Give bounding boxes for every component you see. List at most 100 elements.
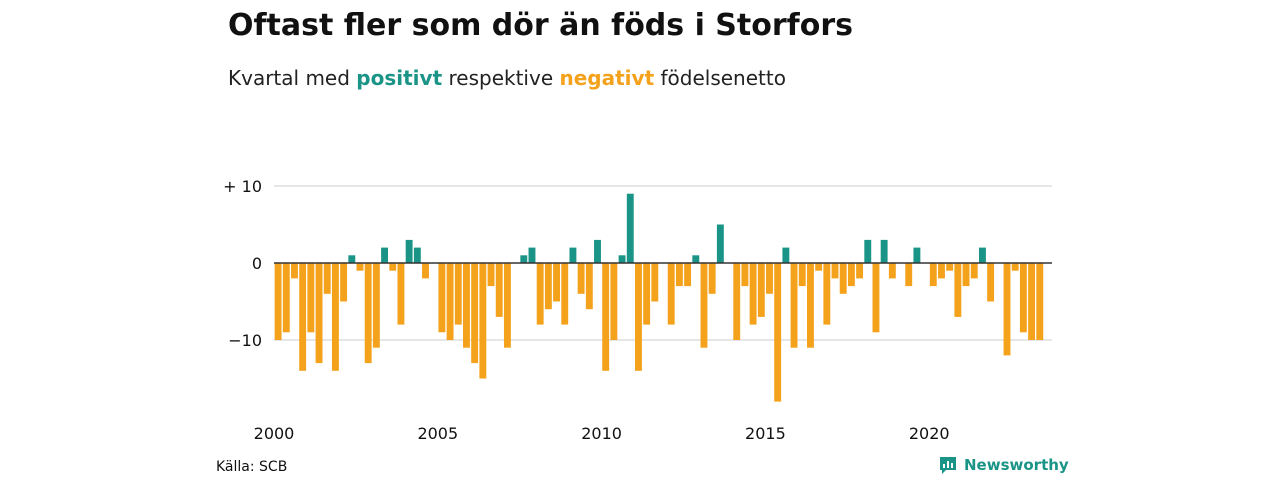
bar-q40 — [594, 239, 601, 263]
bar-q41 — [602, 263, 610, 371]
x-tick-label: 2020 — [909, 424, 950, 443]
bar-q54 — [708, 263, 716, 294]
bar-q52 — [692, 255, 700, 263]
bar-q10 — [348, 255, 356, 263]
newsworthy-logo-icon — [940, 457, 956, 474]
bar-q58 — [741, 263, 749, 287]
bar-q6 — [315, 263, 323, 364]
bar-q16 — [397, 263, 405, 325]
bar-q31 — [520, 255, 528, 263]
bar-q3 — [291, 263, 298, 279]
bar-q73 — [864, 239, 872, 263]
bar-q78 — [905, 263, 913, 287]
bar-q7 — [323, 263, 331, 294]
bar-q50 — [675, 263, 683, 287]
bar-q87 — [978, 247, 986, 263]
bar-q38 — [577, 263, 585, 294]
y-tick-label: 0 — [252, 254, 262, 273]
bar-q91 — [1011, 263, 1019, 271]
bar-q79 — [913, 247, 921, 263]
bar-q42 — [610, 263, 618, 340]
bar-q88 — [987, 263, 995, 302]
bar-q39 — [585, 263, 593, 310]
bar-q45 — [635, 263, 642, 371]
bar-q49 — [667, 263, 675, 325]
bar-q9 — [340, 263, 348, 302]
bar-q71 — [847, 263, 855, 287]
bar-q15 — [389, 263, 397, 271]
bar-q67 — [815, 263, 823, 271]
bar-q53 — [700, 263, 708, 348]
y-tick-label: + 10 — [223, 177, 262, 196]
x-axis-labels: 2000 2005 2010 2015 2020 — [254, 424, 950, 443]
bar-q55 — [716, 224, 724, 263]
bar-q26 — [479, 263, 487, 379]
bar-q83 — [946, 263, 954, 271]
source-note: Källa: SCB — [216, 459, 288, 475]
x-tick-label: 2010 — [581, 424, 622, 443]
bars-layer — [274, 193, 1044, 402]
bar-q25 — [471, 263, 479, 364]
subtitle-mid: respektive — [448, 66, 554, 90]
bar-q35 — [553, 263, 561, 302]
bar-q23 — [454, 263, 462, 325]
bar-q12 — [364, 263, 372, 364]
bar-q72 — [856, 263, 864, 279]
bar-q36 — [561, 263, 569, 325]
bar-q64 — [790, 263, 798, 348]
bar-q33 — [536, 263, 544, 325]
bar-q90 — [1003, 263, 1011, 356]
bar-q60 — [757, 263, 765, 317]
brand-logo: Newsworthy — [938, 455, 1069, 475]
bar-q1 — [274, 263, 282, 340]
bar-q17 — [405, 239, 413, 263]
bar-q44 — [626, 193, 634, 263]
bar-q85 — [962, 263, 970, 287]
x-tick-label: 2000 — [254, 424, 295, 443]
bar-q57 — [733, 263, 741, 340]
bar-q2 — [282, 263, 290, 333]
bar-q68 — [823, 263, 831, 325]
bar-q13 — [372, 263, 380, 348]
bar-q86 — [970, 263, 978, 279]
subtitle-post: födelsenetto — [660, 66, 786, 90]
bar-q65 — [798, 263, 806, 287]
chart-title: Oftast fler som dör än föds i Storfors — [228, 8, 853, 43]
bar-q93 — [1028, 263, 1036, 340]
brand-name: Newsworthy — [964, 456, 1069, 474]
bar-q76 — [888, 263, 896, 279]
subtitle-positive-word: positivt — [356, 66, 443, 90]
bar-q62 — [774, 263, 782, 402]
bar-q37 — [569, 247, 577, 263]
bar-q84 — [954, 263, 962, 317]
bar-q34 — [544, 263, 552, 310]
x-tick-label: 2005 — [417, 424, 458, 443]
bar-q11 — [356, 263, 364, 271]
bar-q28 — [495, 263, 503, 317]
bar-q61 — [766, 263, 773, 294]
bar-q51 — [684, 263, 692, 287]
y-axis-labels: + 10 0 −10 — [223, 177, 262, 350]
x-tick-label: 2015 — [745, 424, 786, 443]
bar-q47 — [651, 263, 659, 302]
bar-q63 — [782, 247, 790, 263]
bar-q92 — [1019, 263, 1027, 333]
bar-q94 — [1036, 263, 1044, 340]
grid-layer — [274, 185, 1052, 341]
bar-q27 — [487, 263, 495, 287]
subtitle-negative-word: negativt — [559, 66, 655, 90]
bar-q46 — [643, 263, 651, 325]
bar-q22 — [446, 263, 454, 340]
bar-q29 — [503, 263, 511, 348]
bar-q75 — [880, 239, 888, 263]
bar-q24 — [463, 263, 470, 348]
bar-q70 — [839, 263, 847, 294]
bar-q18 — [413, 247, 421, 263]
bar-q5 — [307, 263, 315, 333]
bar-q74 — [872, 263, 880, 333]
bar-q19 — [422, 263, 429, 279]
bar-q82 — [938, 263, 945, 279]
y-tick-label: −10 — [228, 331, 262, 350]
bar-q4 — [299, 263, 307, 371]
